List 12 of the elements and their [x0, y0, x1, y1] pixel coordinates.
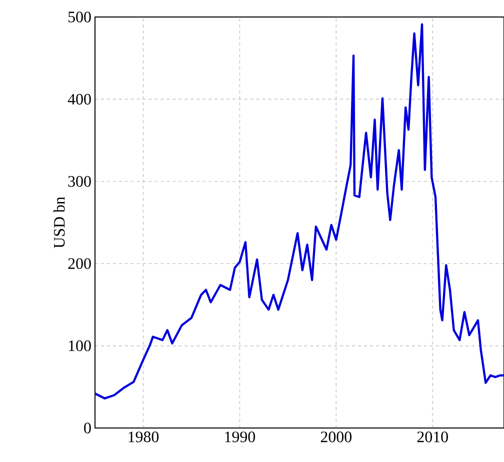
y-axis-title: USD bn — [54, 196, 65, 248]
y-tick-label: 200 — [68, 258, 91, 269]
x-tick-label: 1980 — [128, 432, 159, 442]
x-tick-label: 1990 — [225, 432, 256, 442]
line-series — [95, 23, 504, 400]
x-tick-label: 2000 — [320, 432, 352, 442]
y-tick-label: 400 — [68, 94, 91, 105]
y-tick-label: 500 — [68, 12, 91, 22]
y-tick-label: 300 — [68, 176, 91, 187]
y-tick-label: 0 — [84, 422, 91, 434]
x-tick-label: 2010 — [417, 432, 448, 442]
y-tick-label: 100 — [68, 340, 91, 352]
